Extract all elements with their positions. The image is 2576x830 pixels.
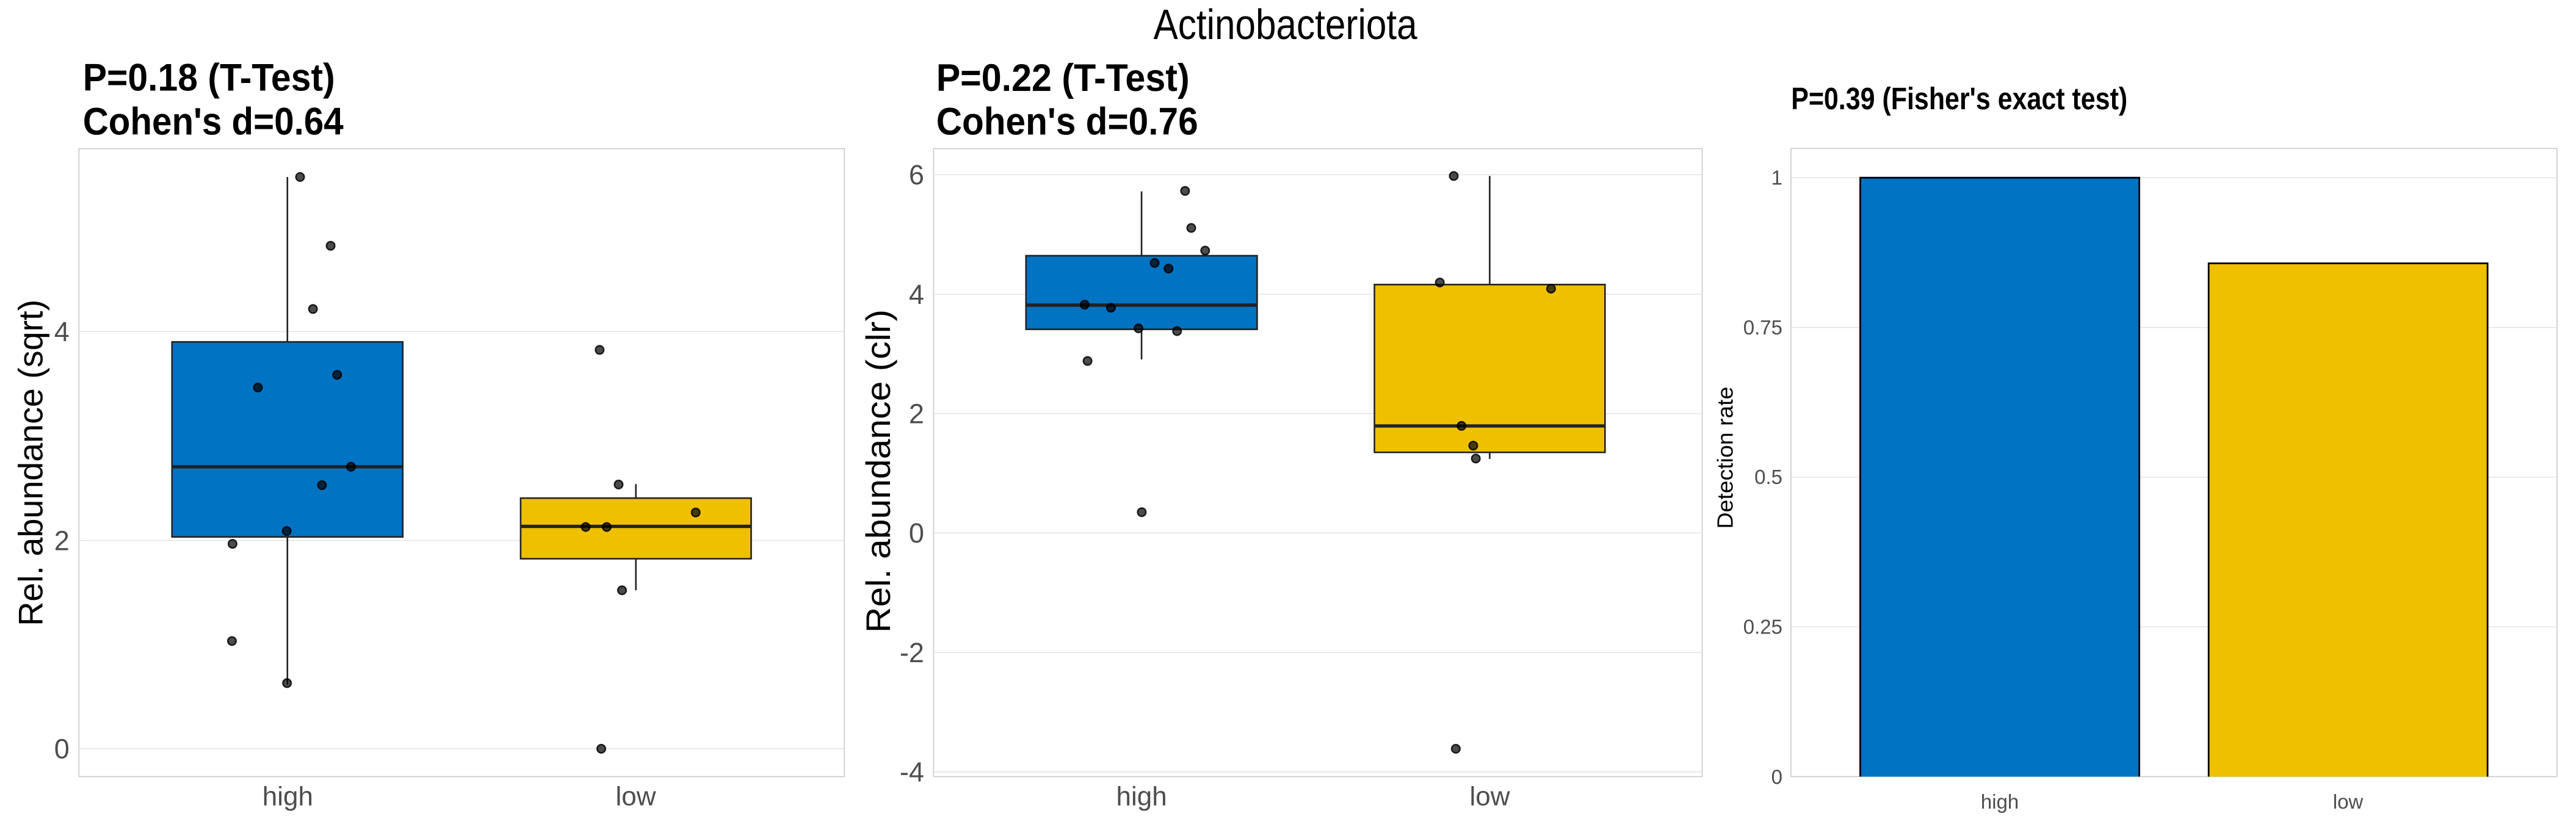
svg-text:2: 2 [909, 399, 924, 430]
svg-text:Actinobacteriota: Actinobacteriota [1154, 1, 1417, 48]
svg-text:P=0.18 (T-Test): P=0.18 (T-Test) [83, 56, 335, 99]
svg-text:-2: -2 [900, 637, 924, 668]
svg-text:low: low [1469, 782, 1510, 812]
svg-text:0.25: 0.25 [1743, 616, 1782, 638]
svg-text:0: 0 [1771, 766, 1782, 789]
svg-text:high: high [1981, 790, 2019, 813]
svg-text:Rel. abundance (clr): Rel. abundance (clr) [859, 309, 897, 633]
svg-text:high: high [262, 782, 313, 812]
svg-text:high: high [1116, 782, 1167, 812]
svg-text:Cohen's d=0.64: Cohen's d=0.64 [83, 101, 344, 143]
svg-text:0.5: 0.5 [1754, 466, 1782, 488]
svg-text:low: low [615, 782, 656, 812]
svg-text:-4: -4 [900, 757, 924, 788]
svg-text:P=0.22 (T-Test): P=0.22 (T-Test) [936, 57, 1190, 99]
svg-text:0: 0 [909, 518, 924, 549]
svg-text:0.75: 0.75 [1743, 316, 1782, 339]
svg-text:2: 2 [54, 525, 70, 556]
svg-text:0: 0 [54, 734, 70, 765]
svg-text:low: low [2333, 790, 2364, 813]
svg-text:Detection rate: Detection rate [1713, 387, 1738, 529]
svg-text:P=0.39 (Fisher's exact test): P=0.39 (Fisher's exact test) [1791, 81, 2127, 116]
svg-text:Rel. abundance (sqrt): Rel. abundance (sqrt) [12, 300, 50, 626]
svg-text:4: 4 [54, 316, 70, 347]
svg-text:4: 4 [909, 279, 924, 310]
svg-text:6: 6 [909, 159, 924, 190]
svg-text:Cohen's d=0.76: Cohen's d=0.76 [936, 100, 1198, 143]
svg-text:1: 1 [1771, 167, 1782, 189]
